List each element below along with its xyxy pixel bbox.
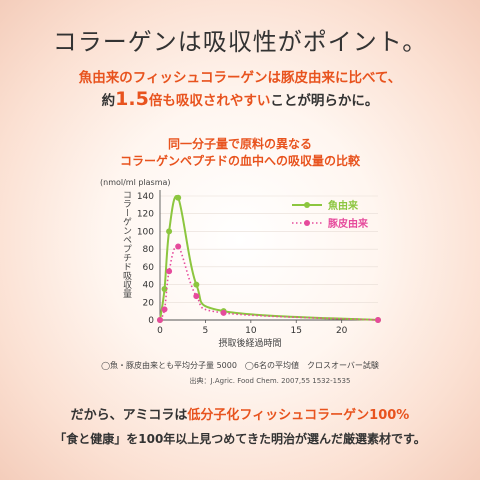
y-tick-label: 20	[143, 298, 155, 308]
source-citation: 出典：J.Agric. Food Chem. 2007,55 1532-1535	[189, 377, 351, 385]
y-tick-label: 80	[143, 245, 155, 255]
result-prefix: 約	[101, 93, 116, 109]
y-tick-label: 100	[137, 227, 154, 237]
conclusion-prefix: だから、アミコラは	[70, 408, 188, 423]
x-tick-label: 5	[203, 326, 209, 336]
legend-marker	[304, 202, 310, 208]
data-point	[375, 317, 381, 323]
y-tick-label: 40	[143, 281, 155, 291]
legend-label: 魚由来	[328, 199, 359, 212]
chart-title-line1: 同一分子量で原料の異なる	[167, 137, 312, 151]
legend-label: 豚皮由来	[328, 217, 369, 230]
headline: コラーゲンは吸収性がポイント。	[52, 28, 428, 56]
x-tick-label: 10	[245, 326, 257, 336]
y-tick-label: 60	[143, 263, 155, 273]
series-line	[159, 245, 379, 321]
chart-title-line2: コラーゲンペプチドの血中への吸収量の比較	[119, 154, 360, 168]
chart-axes: 0 20 40 60 80 100 120 140 0 5 10 15 20	[137, 190, 378, 336]
data-point	[175, 243, 182, 250]
data-point	[166, 228, 173, 235]
data-point	[161, 286, 168, 292]
series-line	[159, 195, 379, 321]
y-axis-label: コラーゲンペプチド吸収量	[121, 190, 131, 298]
conclusion-highlight: 低分子化フィッシュコラーゲン100%	[187, 408, 410, 423]
result-highlight: 倍も吸収されやすい	[148, 93, 271, 109]
y-unit-label: (nmol/ml plasma)	[100, 178, 171, 187]
result-suffix: ことが明らかに。	[270, 93, 379, 109]
study-note: ◯魚・豚皮由来とも平均分子量 5000 ◯6名の平均値 クロスオーバー試験	[101, 361, 379, 370]
subheading-result: 約1.5倍も吸収されやすいことが明らかに。	[0, 88, 480, 110]
data-point	[220, 309, 227, 316]
x-tick-label: 20	[336, 326, 348, 336]
chart-series	[157, 194, 381, 323]
data-point	[161, 306, 168, 313]
y-tick-label: 140	[137, 192, 154, 202]
conclusion-line1: だから、アミコラは低分子化フィッシュコラーゲン100%	[0, 404, 480, 423]
data-point	[193, 293, 200, 300]
x-tick-label: 15	[291, 326, 302, 336]
y-tick-label: 0	[148, 316, 154, 326]
x-tick-label: 0	[157, 326, 163, 336]
data-point	[157, 317, 163, 323]
subheading-comparison: 魚由来のフィッシュコラーゲンは豚皮由来に比べて、	[78, 70, 402, 86]
result-number: 1.5	[115, 88, 149, 110]
conclusion-line2: 「食と健康」を100年以上見つめてきた明治が選んだ厳選素材です。	[54, 432, 426, 446]
data-point	[166, 268, 173, 275]
y-tick-label: 120	[137, 210, 154, 220]
data-point	[193, 281, 200, 288]
x-axis-label: 摂取後経過時間	[218, 339, 282, 349]
data-point	[175, 194, 182, 201]
legend-marker	[304, 220, 310, 226]
